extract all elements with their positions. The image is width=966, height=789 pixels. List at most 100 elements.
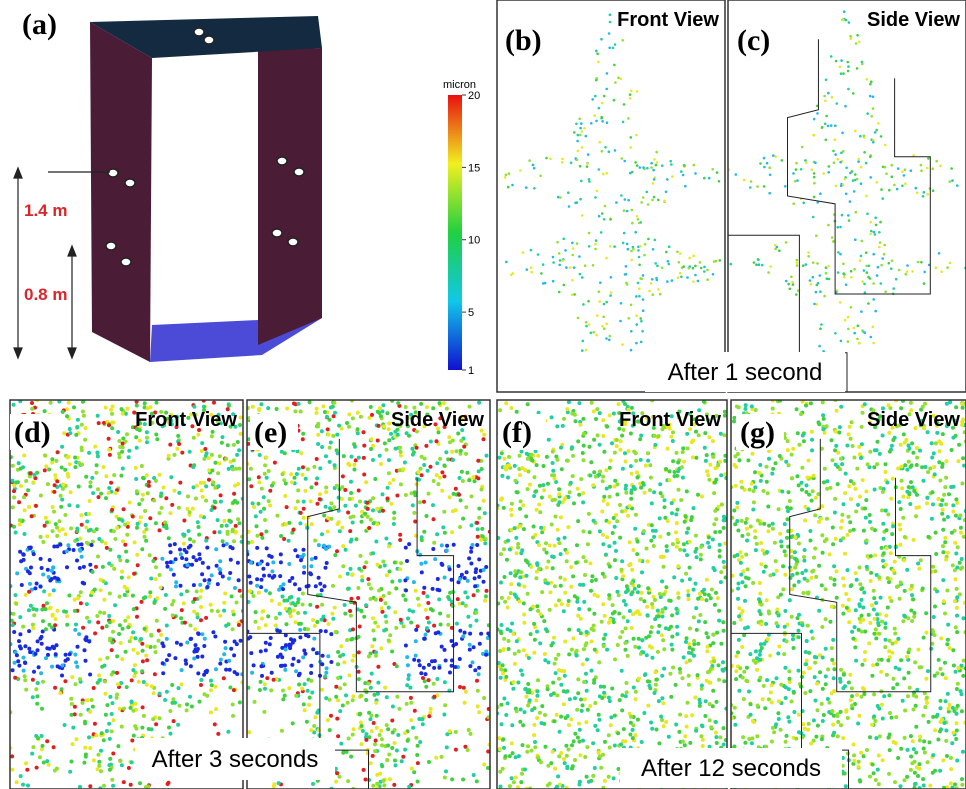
particle [643,243,647,246]
particle [558,552,563,557]
particle [627,711,632,716]
particle [603,327,606,331]
particle [593,701,598,705]
particle [187,510,192,515]
particle [812,195,816,199]
particle [121,539,125,544]
particle [347,673,352,678]
particle [684,530,689,535]
particle [526,703,531,708]
particle [673,682,678,687]
particle [132,540,137,545]
particle [143,509,148,513]
particle [227,508,232,513]
particle [137,502,142,507]
particle [601,418,606,423]
particle [684,714,689,719]
particle [477,557,482,562]
particle [398,423,403,428]
particle [195,612,200,617]
particle [563,639,568,644]
particle [945,515,950,519]
particle [514,551,519,556]
particle [150,420,155,425]
particle [348,613,353,618]
particle [30,622,35,627]
particle [282,537,287,541]
particle [424,684,429,689]
particle [577,721,581,726]
particle [853,331,856,335]
particle [144,682,149,687]
particle [564,689,568,694]
particle [511,780,516,785]
particle [513,569,518,574]
particle [577,607,582,611]
particle [719,641,724,646]
particle [630,727,635,732]
particle [782,522,787,527]
particle [593,114,596,117]
particle [399,759,404,764]
particle [88,527,93,532]
particle [296,401,301,406]
particle [376,680,381,685]
particle [446,614,451,618]
particle [359,519,364,524]
particle [227,576,231,581]
particle [190,424,195,429]
particle [671,665,676,670]
particle [564,785,569,789]
particle [557,252,561,255]
particle [123,522,128,527]
particle [118,758,123,763]
particle [597,168,601,171]
particle [389,431,393,436]
particle [691,615,696,620]
particle [709,666,713,671]
particle [368,517,373,522]
particle [361,455,366,460]
particle [107,767,112,772]
particle [295,449,300,454]
particle [595,594,600,599]
particle [120,626,125,631]
particle [583,559,588,564]
particle [513,775,518,780]
particle [199,588,204,593]
particle [31,480,36,485]
particle [897,268,901,272]
particle [919,163,923,167]
particle [456,431,461,436]
particle [953,782,957,787]
particle [104,474,109,479]
particle [459,572,464,577]
particle [960,777,964,782]
particle [644,416,649,420]
particle [98,577,103,582]
particle [499,451,504,456]
particle [629,714,634,719]
particle [177,442,182,446]
particle [631,245,635,249]
particle [380,409,385,414]
particle [757,609,762,614]
particle [432,665,437,670]
particle [621,427,626,432]
particle [77,547,82,552]
particle [78,536,83,541]
particle [55,608,60,613]
particle [129,635,134,640]
particle [609,276,613,279]
particle [862,134,866,138]
particle [787,680,792,684]
particle [789,699,794,704]
particle [124,685,129,690]
particle [473,584,478,589]
particle [392,560,397,565]
particle [710,537,715,542]
particle [335,451,340,456]
particle [112,473,117,478]
particle [191,583,196,588]
particle [138,421,143,426]
